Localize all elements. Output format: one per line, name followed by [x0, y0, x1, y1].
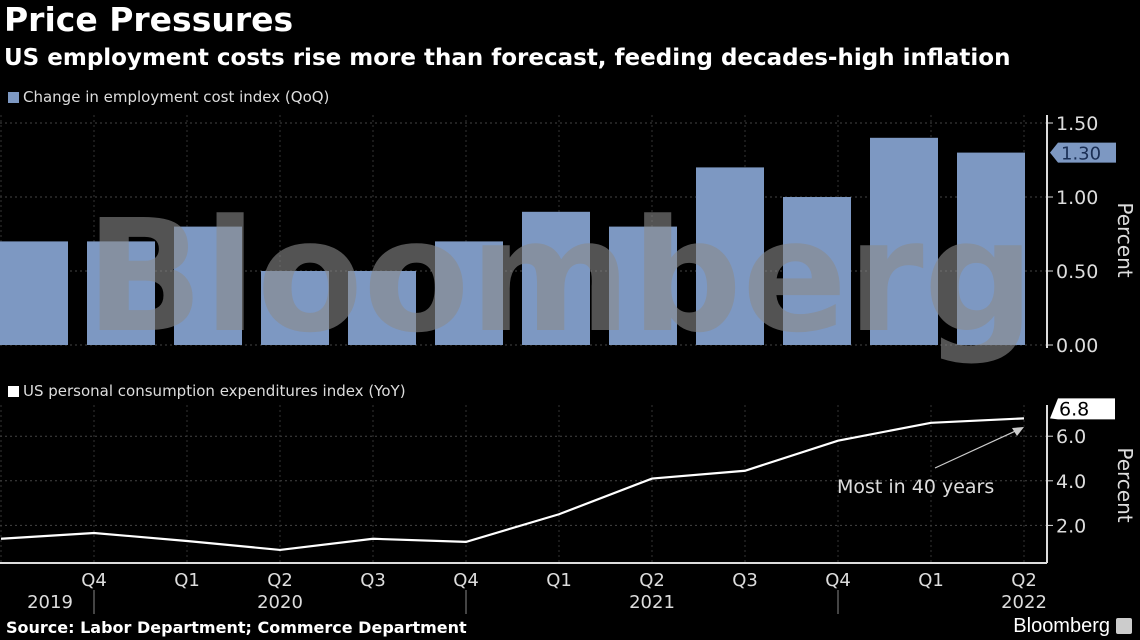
bar: [87, 241, 155, 345]
annotation-label: Most in 40 years: [837, 476, 994, 498]
bar: [696, 167, 764, 345]
y-tick-label: 2.0: [1056, 515, 1086, 537]
bar: [435, 241, 503, 345]
y-axis-title: Percent: [1113, 447, 1137, 522]
x-tick-label: Q4: [825, 570, 851, 591]
y-tick-label: 0.50: [1056, 261, 1098, 283]
x-tick-label: Q2: [1011, 570, 1037, 591]
legend-swatch: [8, 385, 19, 397]
x-tick-label: Q1: [918, 570, 944, 591]
y-tick-label: 4.0: [1056, 471, 1086, 493]
pce-line: [0, 417, 1025, 552]
bar: [957, 152, 1025, 345]
x-tick-label: Q2: [639, 570, 665, 591]
x-tick-label: Q2: [267, 570, 293, 591]
y-axis-title: Percent: [1113, 202, 1137, 277]
brand-text: Bloomberg: [1013, 615, 1110, 637]
legend-eci: Change in employment cost index (QoQ): [8, 88, 329, 106]
bar: [348, 271, 416, 345]
chart-title: Price Pressures: [4, 0, 294, 39]
y-tick-label: 6.0: [1056, 426, 1086, 448]
x-tick-label: Q1: [174, 570, 200, 591]
arrow-head-icon: [1012, 427, 1024, 436]
x-tick-label: Q1: [546, 570, 572, 591]
last-value-label: 1.30: [1061, 144, 1101, 165]
legend-pce: US personal consumption expenditures ind…: [8, 382, 406, 400]
last-value-label: 6.8: [1059, 398, 1089, 420]
x-year-label: 2020: [257, 592, 303, 613]
x-year-label: 2022: [1001, 592, 1047, 613]
legend-label: Change in employment cost index (QoQ): [23, 88, 330, 106]
annotation-arrow: [934, 427, 1023, 469]
last-value-flag: [1050, 142, 1116, 163]
last-value-flag: [1050, 398, 1115, 420]
source-note: Source: Labor Department; Commerce Depar…: [6, 618, 467, 637]
bar: [609, 226, 677, 345]
bar: [870, 137, 938, 345]
y-tick-label: 1.50: [1056, 113, 1098, 135]
bar: [783, 197, 851, 345]
x-tick-label: Q3: [732, 570, 758, 591]
legend-swatch: [8, 91, 19, 103]
y-tick-label: 0.00: [1056, 335, 1098, 357]
chart-subtitle: US employment costs rise more than forec…: [4, 45, 1011, 71]
y-tick-label: 1.00: [1056, 187, 1098, 209]
x-year-label: 2019: [27, 592, 73, 613]
bar: [0, 241, 68, 345]
bloomberg-watermark: Bloomberg: [85, 186, 1034, 367]
bar: [522, 211, 590, 345]
brand-logo: Bloomberg: [1013, 614, 1132, 638]
x-year-label: 2021: [629, 592, 675, 613]
bar: [261, 271, 329, 345]
bloomberg-chart-icon: [1116, 618, 1132, 634]
x-tick-label: Q4: [81, 570, 107, 591]
x-tick-label: Q3: [360, 570, 386, 591]
x-tick-label: Q4: [453, 570, 479, 591]
bar: [174, 226, 242, 345]
legend-label: US personal consumption expenditures ind…: [23, 382, 406, 400]
